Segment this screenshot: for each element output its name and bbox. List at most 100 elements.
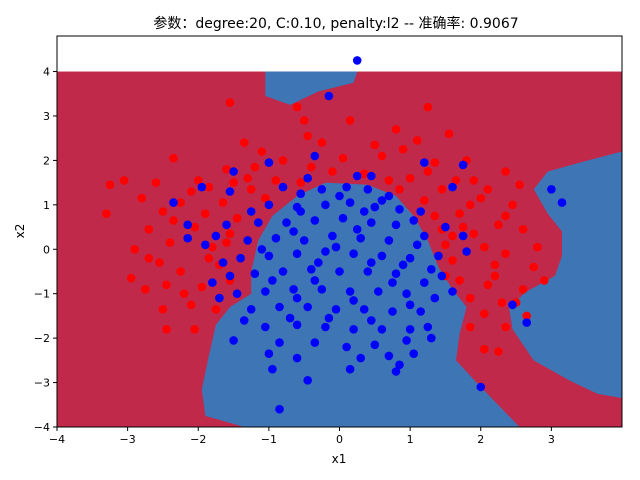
point-class-0-93 xyxy=(469,176,479,185)
point-class-0-45 xyxy=(430,211,440,221)
point-class-1-0 xyxy=(352,56,362,65)
point-class-1-7 xyxy=(367,171,376,181)
x-tick-label: 1 xyxy=(407,433,414,446)
point-class-1-12 xyxy=(557,198,567,207)
point-class-0-1 xyxy=(292,102,302,112)
point-class-1-76 xyxy=(289,285,298,294)
y-tick-label: −4 xyxy=(34,421,50,434)
y-tick-label: −1 xyxy=(34,288,50,301)
point-class-0-31 xyxy=(296,178,306,187)
point-class-1-137 xyxy=(208,278,217,287)
point-class-0-17 xyxy=(222,165,231,174)
point-class-1-68 xyxy=(278,267,288,276)
x-tick-label: −4 xyxy=(49,433,65,446)
point-class-1-52 xyxy=(299,236,309,245)
y-tick-label: 0 xyxy=(43,243,50,256)
point-class-1-78 xyxy=(345,287,355,296)
point-class-0-23 xyxy=(271,176,281,185)
point-class-0-71 xyxy=(518,285,528,294)
point-class-1-64 xyxy=(405,253,415,263)
point-class-0-91 xyxy=(229,178,238,187)
point-class-0-49 xyxy=(190,222,199,232)
point-class-1-110 xyxy=(352,171,362,181)
point-class-0-80 xyxy=(162,325,171,334)
point-class-1-69 xyxy=(307,265,316,274)
point-class-0-107 xyxy=(186,300,196,310)
point-class-1-127 xyxy=(331,242,341,252)
point-class-1-99 xyxy=(402,336,411,345)
y-tick-label: −2 xyxy=(34,332,50,345)
point-class-1-117 xyxy=(229,336,238,345)
point-class-0-19 xyxy=(430,158,440,167)
point-class-1-118 xyxy=(335,191,344,201)
point-class-0-48 xyxy=(144,225,154,234)
point-class-1-84 xyxy=(303,302,313,312)
point-class-0-36 xyxy=(218,198,228,207)
x-tick-label: 2 xyxy=(477,433,484,446)
point-class-1-63 xyxy=(377,251,387,261)
point-class-0-34 xyxy=(483,185,493,194)
point-class-1-113 xyxy=(441,222,450,232)
point-class-1-15 xyxy=(183,233,192,243)
point-class-1-120 xyxy=(367,316,376,325)
point-class-1-74 xyxy=(232,289,242,299)
point-class-0-32 xyxy=(395,185,404,194)
point-class-1-83 xyxy=(275,302,284,312)
point-class-0-47 xyxy=(494,220,503,230)
point-class-1-41 xyxy=(395,205,404,214)
point-class-0-43 xyxy=(201,209,210,218)
point-class-0-101 xyxy=(458,222,468,232)
point-class-1-122 xyxy=(395,360,404,370)
point-class-1-82 xyxy=(246,305,256,314)
point-class-1-72 xyxy=(391,269,401,279)
point-class-0-67 xyxy=(162,280,171,290)
point-class-0-65 xyxy=(529,262,538,272)
point-class-1-49 xyxy=(420,231,429,241)
point-class-0-46 xyxy=(455,209,464,218)
point-class-0-2 xyxy=(423,102,433,112)
point-class-1-50 xyxy=(243,236,252,245)
point-class-1-70 xyxy=(335,267,344,276)
point-class-1-85 xyxy=(331,305,341,314)
point-class-1-47 xyxy=(367,218,376,227)
point-class-0-75 xyxy=(497,298,507,307)
point-class-0-95 xyxy=(137,193,147,203)
point-class-1-57 xyxy=(434,251,443,261)
point-class-1-13 xyxy=(448,182,457,192)
point-class-1-33 xyxy=(342,182,351,192)
point-class-1-36 xyxy=(264,200,274,210)
point-class-0-38 xyxy=(420,196,429,205)
point-class-0-63 xyxy=(448,256,457,265)
point-class-1-17 xyxy=(201,240,210,250)
point-class-1-16 xyxy=(458,231,468,241)
point-class-0-100 xyxy=(222,238,231,247)
point-class-1-125 xyxy=(416,207,426,216)
point-class-1-130 xyxy=(388,278,397,287)
point-class-1-123 xyxy=(296,207,306,216)
point-class-0-54 xyxy=(130,245,139,254)
point-class-0-9 xyxy=(370,140,380,150)
point-class-1-73 xyxy=(420,278,429,287)
point-class-0-18 xyxy=(307,162,316,172)
point-class-0-8 xyxy=(317,138,327,147)
point-class-1-131 xyxy=(268,276,277,285)
point-class-1-94 xyxy=(405,325,415,334)
point-class-1-5 xyxy=(458,160,468,170)
point-class-1-11 xyxy=(547,185,556,194)
point-class-1-42 xyxy=(409,216,419,225)
point-class-0-74 xyxy=(465,293,475,303)
point-class-0-27 xyxy=(105,180,115,190)
point-class-0-104 xyxy=(540,276,549,285)
point-class-0-94 xyxy=(194,176,203,185)
point-class-0-79 xyxy=(522,311,531,321)
point-class-0-30 xyxy=(204,182,214,192)
point-class-0-102 xyxy=(144,253,154,263)
point-class-0-55 xyxy=(165,238,175,247)
y-axis-label: x2 xyxy=(13,224,27,239)
x-tick-label: 3 xyxy=(548,433,555,446)
point-class-1-45 xyxy=(310,216,320,225)
chart-title: 参数：degree:20, C:0.10, penalty:l2 -- 准确率:… xyxy=(153,15,518,32)
point-class-0-81 xyxy=(190,325,199,334)
point-class-0-35 xyxy=(176,198,185,207)
